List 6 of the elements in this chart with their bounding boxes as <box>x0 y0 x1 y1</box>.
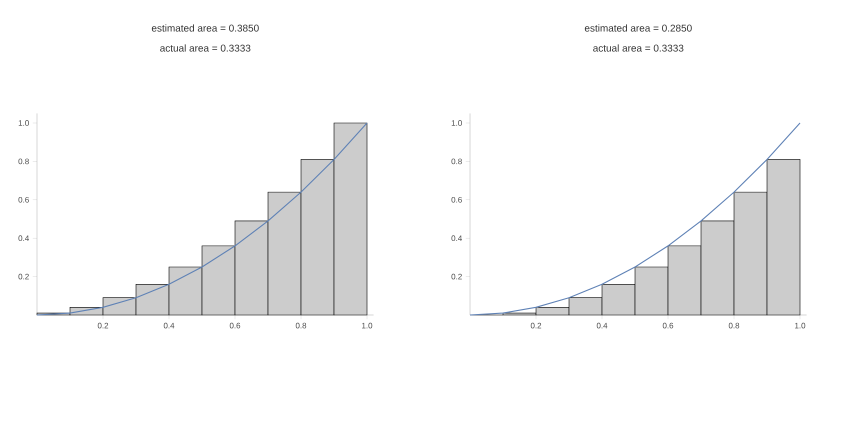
chart-title: estimated area = 0.2850 <box>584 24 692 32</box>
line-series <box>36 122 368 316</box>
chart-subtitle: actual area = 0.3333 <box>160 44 250 52</box>
line-series <box>469 122 801 316</box>
chart-title: estimated area = 0.3850 <box>152 24 259 32</box>
chart-subtitle: actual area = 0.3333 <box>593 44 684 52</box>
